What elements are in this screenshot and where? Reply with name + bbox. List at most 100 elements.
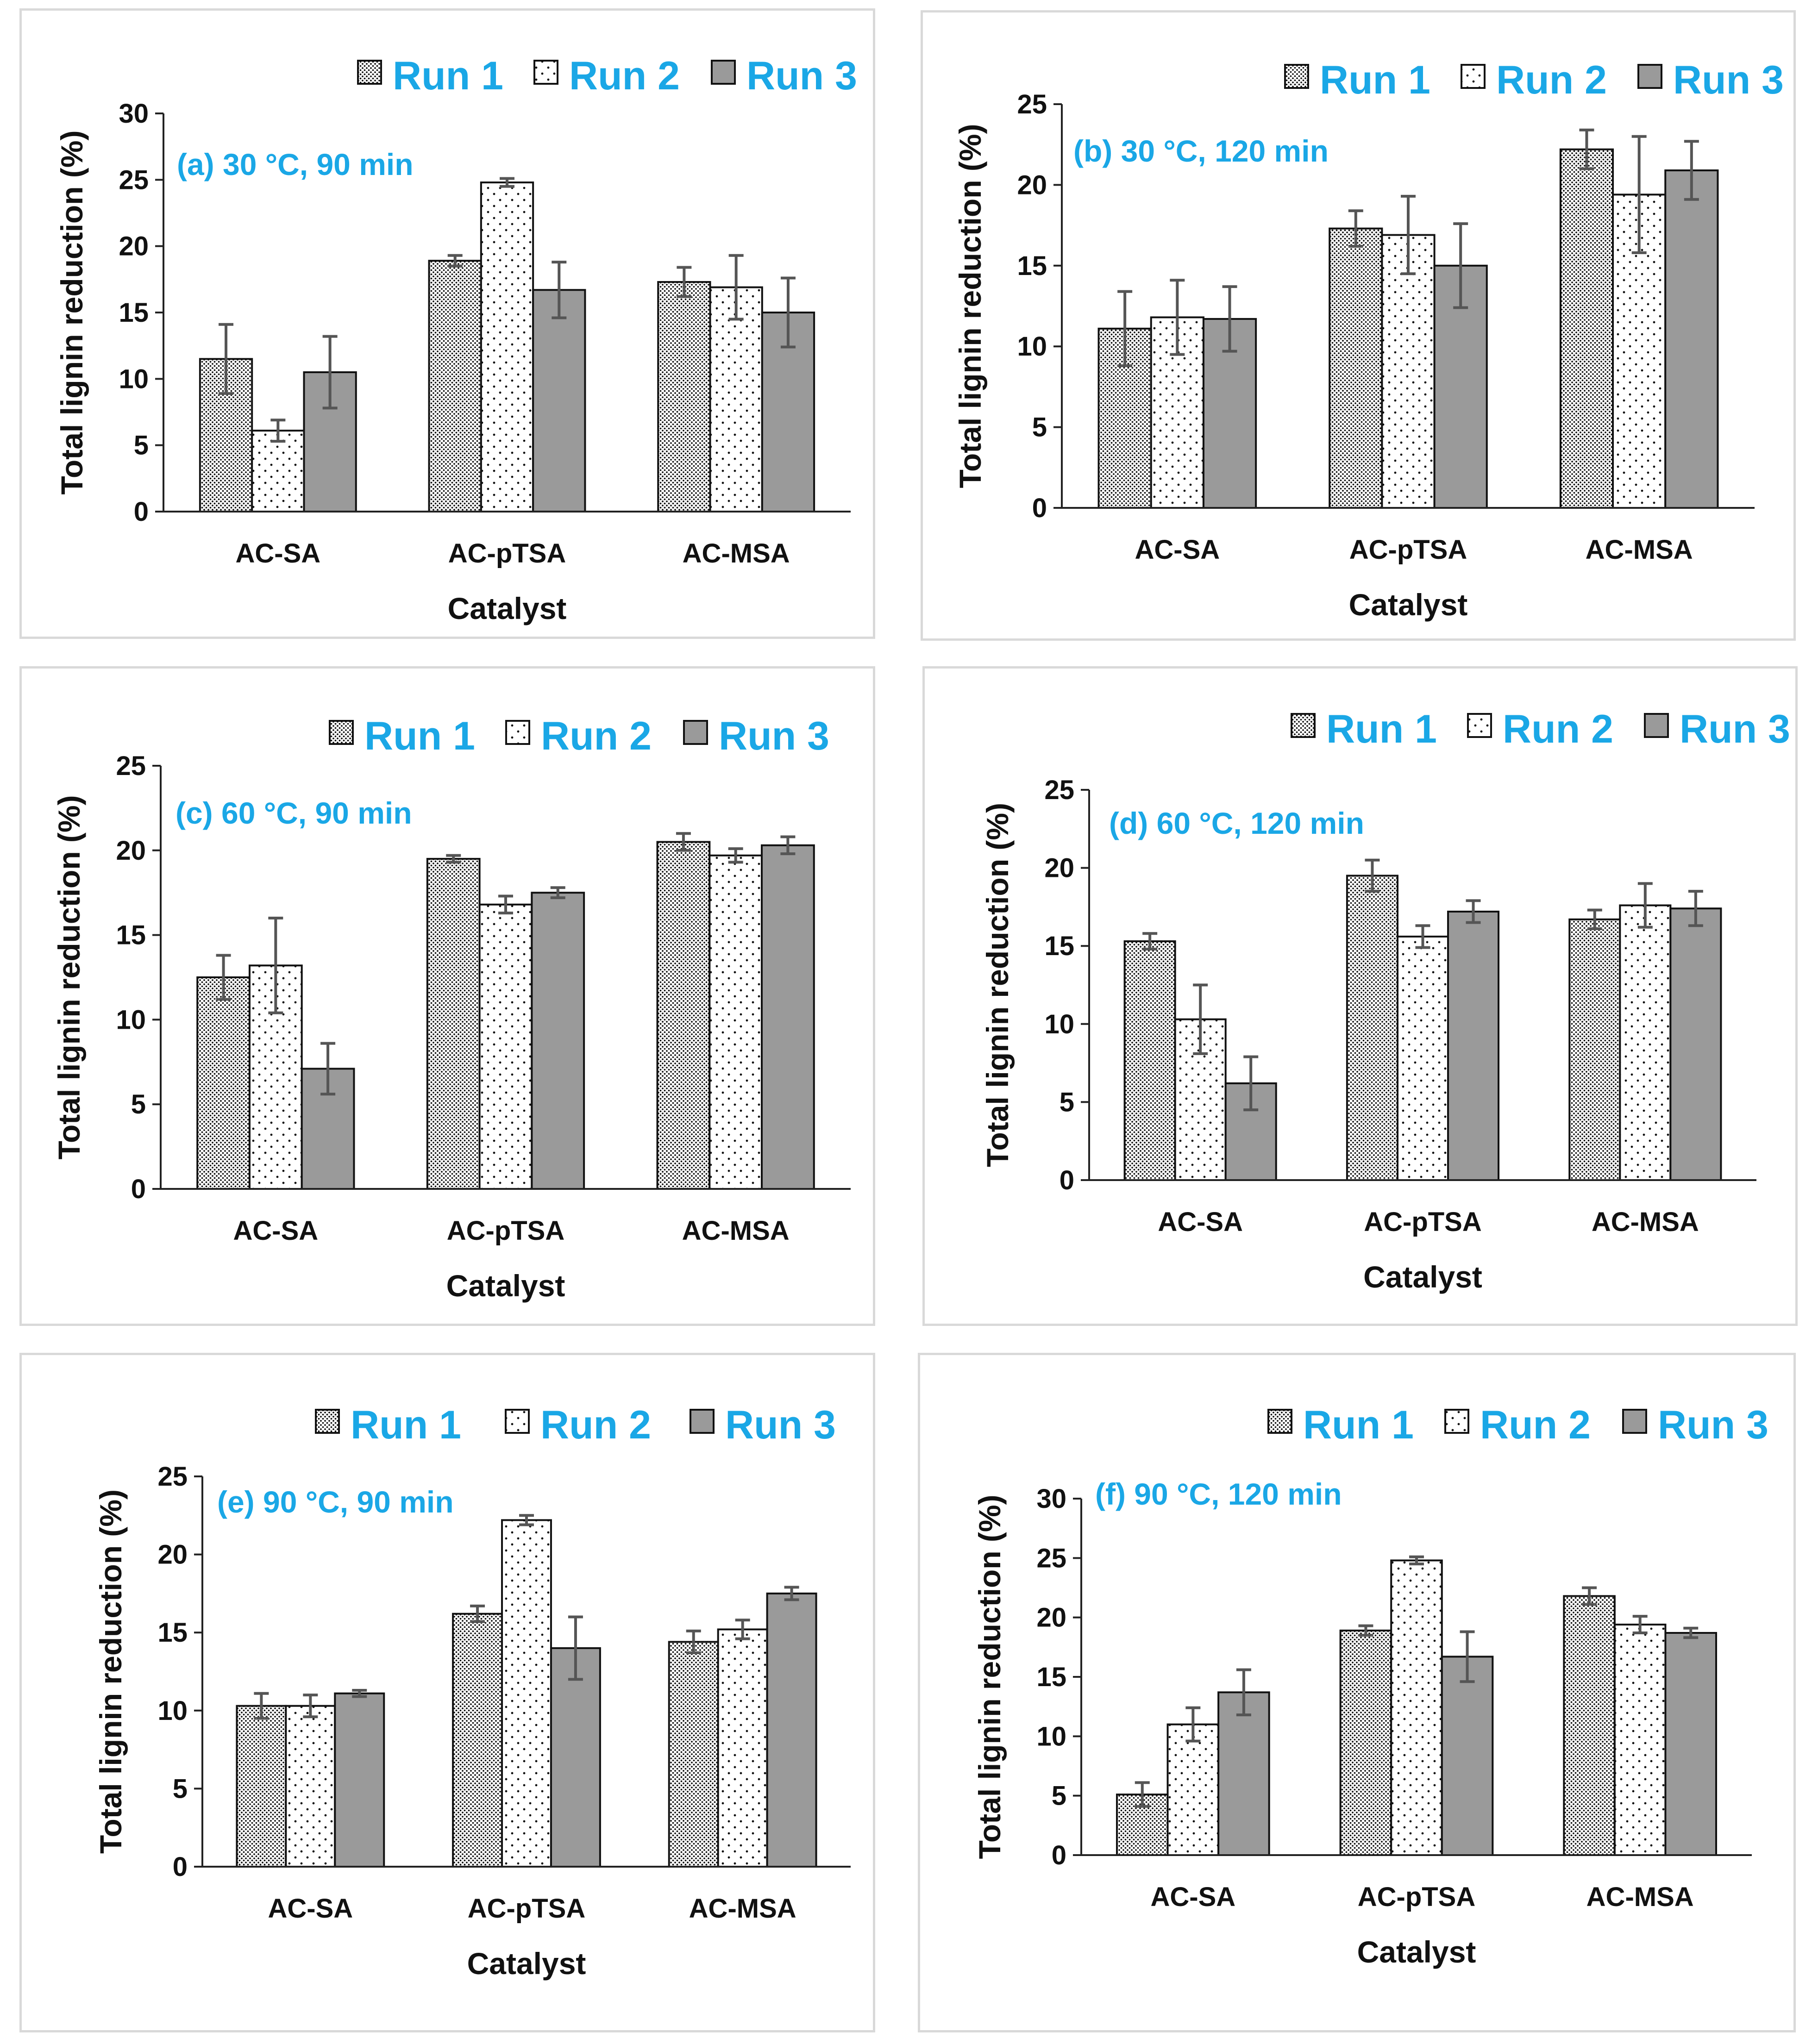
error-bar [1185,1706,1201,1743]
bar-run-1-ac-msa [1563,1595,1616,1856]
y-tick-label: 30 [119,99,149,129]
error-bar [1243,1055,1259,1112]
bar-run-2-ac-msa [717,1628,768,1868]
legend-swatch-run-3 [1637,64,1662,89]
error-bar [498,894,513,915]
error-bar [780,835,796,856]
x-tick-label: AC-pTSA [447,1216,565,1246]
legend-swatch-run-1 [329,720,354,745]
legend-label: Run 1 [351,1403,461,1447]
y-tick-label: 10 [1036,1721,1066,1751]
error-bar [320,1042,336,1096]
bar-run-3-ac-ptsa [532,289,586,513]
bar-run-1-ac-msa [668,1641,719,1868]
legend-swatch-run-1 [1291,713,1316,738]
chart-panel-b: 0 5 10 15 20 25 AC-SA AC-pTSA AC-MSA Catalyst Tota… [921,10,1796,641]
error-bar [1401,194,1416,275]
error-bar [677,266,692,298]
y-tick-label: 30 [1036,1484,1066,1514]
x-tick-label: AC-MSA [689,1894,796,1924]
legend-swatch-run-2 [505,1409,530,1434]
chart-panel-f: 0 5 10 15 20 25 30 AC-SA AC-pTSA AC-MSA Catalyst To… [918,1353,1796,2032]
chart-svg-a: 0 5 10 15 20 25 30 AC-SA AC-pTSA AC-MSA Catalyst To… [55,54,857,625]
legend-label: Run 1 [364,714,475,758]
bar-run-1-ac-ptsa [452,1613,503,1868]
y-tick-label: 5 [173,1774,188,1804]
error-bar [500,177,514,188]
legend-label: Run 3 [1673,58,1784,102]
error-bar [1460,1630,1475,1683]
legend-label: Run 1 [393,54,503,98]
error-bar [219,323,234,395]
bar-run-1-ac-ptsa [426,858,481,1190]
bar-run-3-ac-msa [1664,1632,1718,1856]
chart-svg-b: 0 5 10 15 20 25 AC-SA AC-pTSA AC-MSA Catalyst Tota… [953,58,1784,622]
y-tick-label: 20 [119,231,149,262]
bar-run-2-ac-sa [1166,1723,1220,1856]
x-axis-title: Catalyst [448,591,567,625]
bar-run-2-ac-msa [708,854,763,1190]
bar-run-1-ac-sa [196,976,251,1190]
y-axis-title: Total lignin reduction (%) [52,795,86,1159]
x-tick-label: AC-pTSA [1364,1207,1482,1237]
bar-run-2-ac-msa [709,286,763,513]
error-bar [1142,932,1158,950]
error-bar [1170,279,1185,356]
legend-label: Run 2 [1496,58,1607,102]
bar-run-1-ac-msa [656,841,711,1190]
bar-run-2-ac-sa [285,1705,336,1868]
legend-swatch-run-2 [1467,713,1492,738]
bar-run-2-ac-ptsa [1390,1559,1443,1856]
x-axis-title: Catalyst [446,1269,565,1303]
chart-panel-d: 0 5 10 15 20 25 AC-SA AC-pTSA AC-MSA Catalyst Tota… [922,666,1798,1326]
y-tick-label: 0 [1052,1840,1066,1870]
bar-run-3-ac-msa [1664,169,1719,509]
chart-panel-c: 0 5 10 15 20 25 AC-SA AC-pTSA AC-MSA Catalyst Tota… [19,666,875,1326]
legend-swatch-run-2 [1444,1409,1469,1434]
y-tick-label: 25 [119,165,149,195]
bar-run-2-ac-ptsa [478,903,533,1190]
legend-swatch-run-1 [357,60,382,85]
error-bar [1631,135,1647,254]
y-axis-title: Total lignin reduction (%) [94,1489,128,1854]
legend-swatch-run-3 [1622,1409,1647,1434]
bar-run-3-ac-ptsa [1441,1656,1494,1856]
error-bar [1582,1586,1597,1606]
error-bar [470,1604,485,1623]
chart-panel-e: 0 5 10 15 20 25 AC-SA AC-pTSA AC-MSA Catalyst Tota… [19,1353,875,2032]
y-tick-label: 5 [131,1089,146,1119]
y-tick-label: 10 [157,1696,188,1726]
x-axis-title: Catalyst [1349,588,1468,622]
x-tick-label: AC-pTSA [468,1894,586,1924]
x-axis-title: Catalyst [1363,1260,1482,1294]
y-tick-label: 15 [119,298,149,328]
legend-label: Run 2 [540,1403,651,1447]
error-bar [1365,858,1380,893]
chart-svg-f: 0 5 10 15 20 25 30 AC-SA AC-pTSA AC-MSA Catalyst To… [972,1403,1768,1969]
chart-panel-a: 0 5 10 15 20 25 30 AC-SA AC-pTSA AC-MSA Catalyst To… [19,8,875,639]
bar-run-2-ac-ptsa [1381,234,1436,509]
error-bar [568,1615,583,1681]
bar-run-2-ac-ptsa [1396,935,1449,1181]
legend-swatch-run-3 [683,720,708,745]
x-tick-label: AC-SA [233,1216,318,1246]
error-bar [1453,222,1468,309]
chart-svg-d: 0 5 10 15 20 25 AC-SA AC-pTSA AC-MSA Catalyst Tota… [980,707,1790,1294]
legend-label: Run 1 [1303,1403,1414,1447]
legend-swatch-run-1 [1284,64,1309,89]
error-bar [1135,1781,1150,1808]
legend-swatch-run-3 [1644,713,1669,738]
legend-swatch-run-2 [1461,64,1486,89]
y-tick-label: 5 [1052,1781,1066,1811]
error-bar [322,335,338,410]
y-tick-label: 15 [116,920,146,950]
chart-svg-c: 0 5 10 15 20 25 AC-SA AC-pTSA AC-MSA Catalyst Tota… [52,714,851,1303]
error-bar [447,254,463,268]
y-axis-title: Total lignin reduction (%) [953,124,987,488]
legend-label: Run 3 [725,1403,836,1447]
error-bar [1117,290,1133,368]
x-tick-label: AC-MSA [1586,535,1693,565]
bar-run-1-ac-ptsa [1346,875,1398,1181]
x-tick-label: AC-pTSA [1349,535,1467,565]
bar-run-1-ac-ptsa [1339,1629,1392,1856]
